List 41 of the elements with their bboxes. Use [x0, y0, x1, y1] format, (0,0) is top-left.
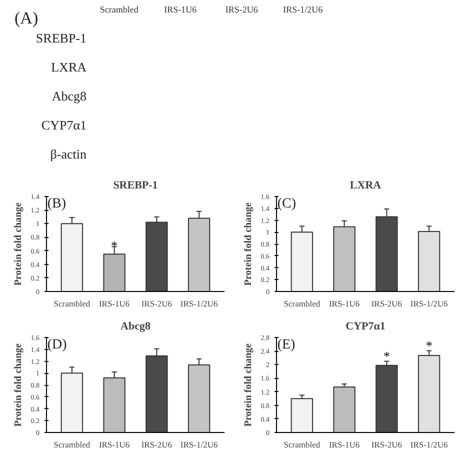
- category-label: Scrambled: [100, 4, 139, 14]
- chart-title: Abcg8: [120, 320, 151, 332]
- x-tick-label: IRS-1U6: [328, 298, 360, 308]
- x-tick-label: IRS-1U6: [328, 440, 360, 450]
- annotation: *: [426, 338, 432, 354]
- category-label: IRS-1U6: [164, 4, 198, 14]
- y-axis-title: Protein fold change: [242, 342, 254, 427]
- chart-title: LXRA: [350, 180, 382, 192]
- category-label: Abcg8: [52, 88, 87, 104]
- chart-title: SREBP-1: [113, 180, 158, 192]
- x-tick-label: IRS-1/2U6: [410, 298, 448, 308]
- x-tick-label: IRS-2U6: [141, 440, 172, 450]
- x-tick-label: Scrambled: [284, 440, 321, 450]
- annotation: (D): [47, 338, 68, 352]
- x-tick-label: IRS-2U6: [141, 298, 172, 308]
- annotation: (B): [47, 196, 66, 212]
- x-tick-label: Scrambled: [54, 298, 91, 308]
- category-label: CYP7α1: [41, 118, 87, 132]
- annotation: (E): [277, 338, 296, 352]
- category-label: IRS-1/2U6: [283, 4, 324, 14]
- category-label: LXRA: [51, 60, 86, 74]
- x-tick-label: IRS-1/2U6: [180, 440, 218, 450]
- x-tick-label: IRS-2U6: [371, 298, 402, 308]
- x-tick-label: IRS-1U6: [98, 440, 130, 450]
- y-axis-title: Protein fold change: [12, 342, 24, 427]
- x-tick-label: Scrambled: [284, 298, 321, 308]
- x-tick-label: Scrambled: [54, 440, 91, 450]
- y-axis-title: Protein fold change: [242, 202, 254, 286]
- x-tick-label: IRS-1U6: [98, 298, 130, 308]
- category-label: β-actin: [50, 146, 87, 162]
- category-label: IRS-2U6: [225, 4, 258, 14]
- x-tick-label: IRS-2U6: [371, 440, 402, 450]
- chart-title: CYP7α1: [346, 320, 386, 332]
- y-axis-title: Protein fold change: [12, 202, 24, 286]
- annotation: *: [383, 348, 390, 364]
- x-tick-label: IRS-1/2U6: [180, 298, 218, 308]
- annotation: (C): [277, 196, 296, 212]
- x-tick-label: IRS-1/2U6: [410, 440, 448, 450]
- category-label: SREBP-1: [36, 30, 87, 46]
- annotation: *: [111, 238, 118, 253]
- text: (A): [14, 8, 38, 28]
